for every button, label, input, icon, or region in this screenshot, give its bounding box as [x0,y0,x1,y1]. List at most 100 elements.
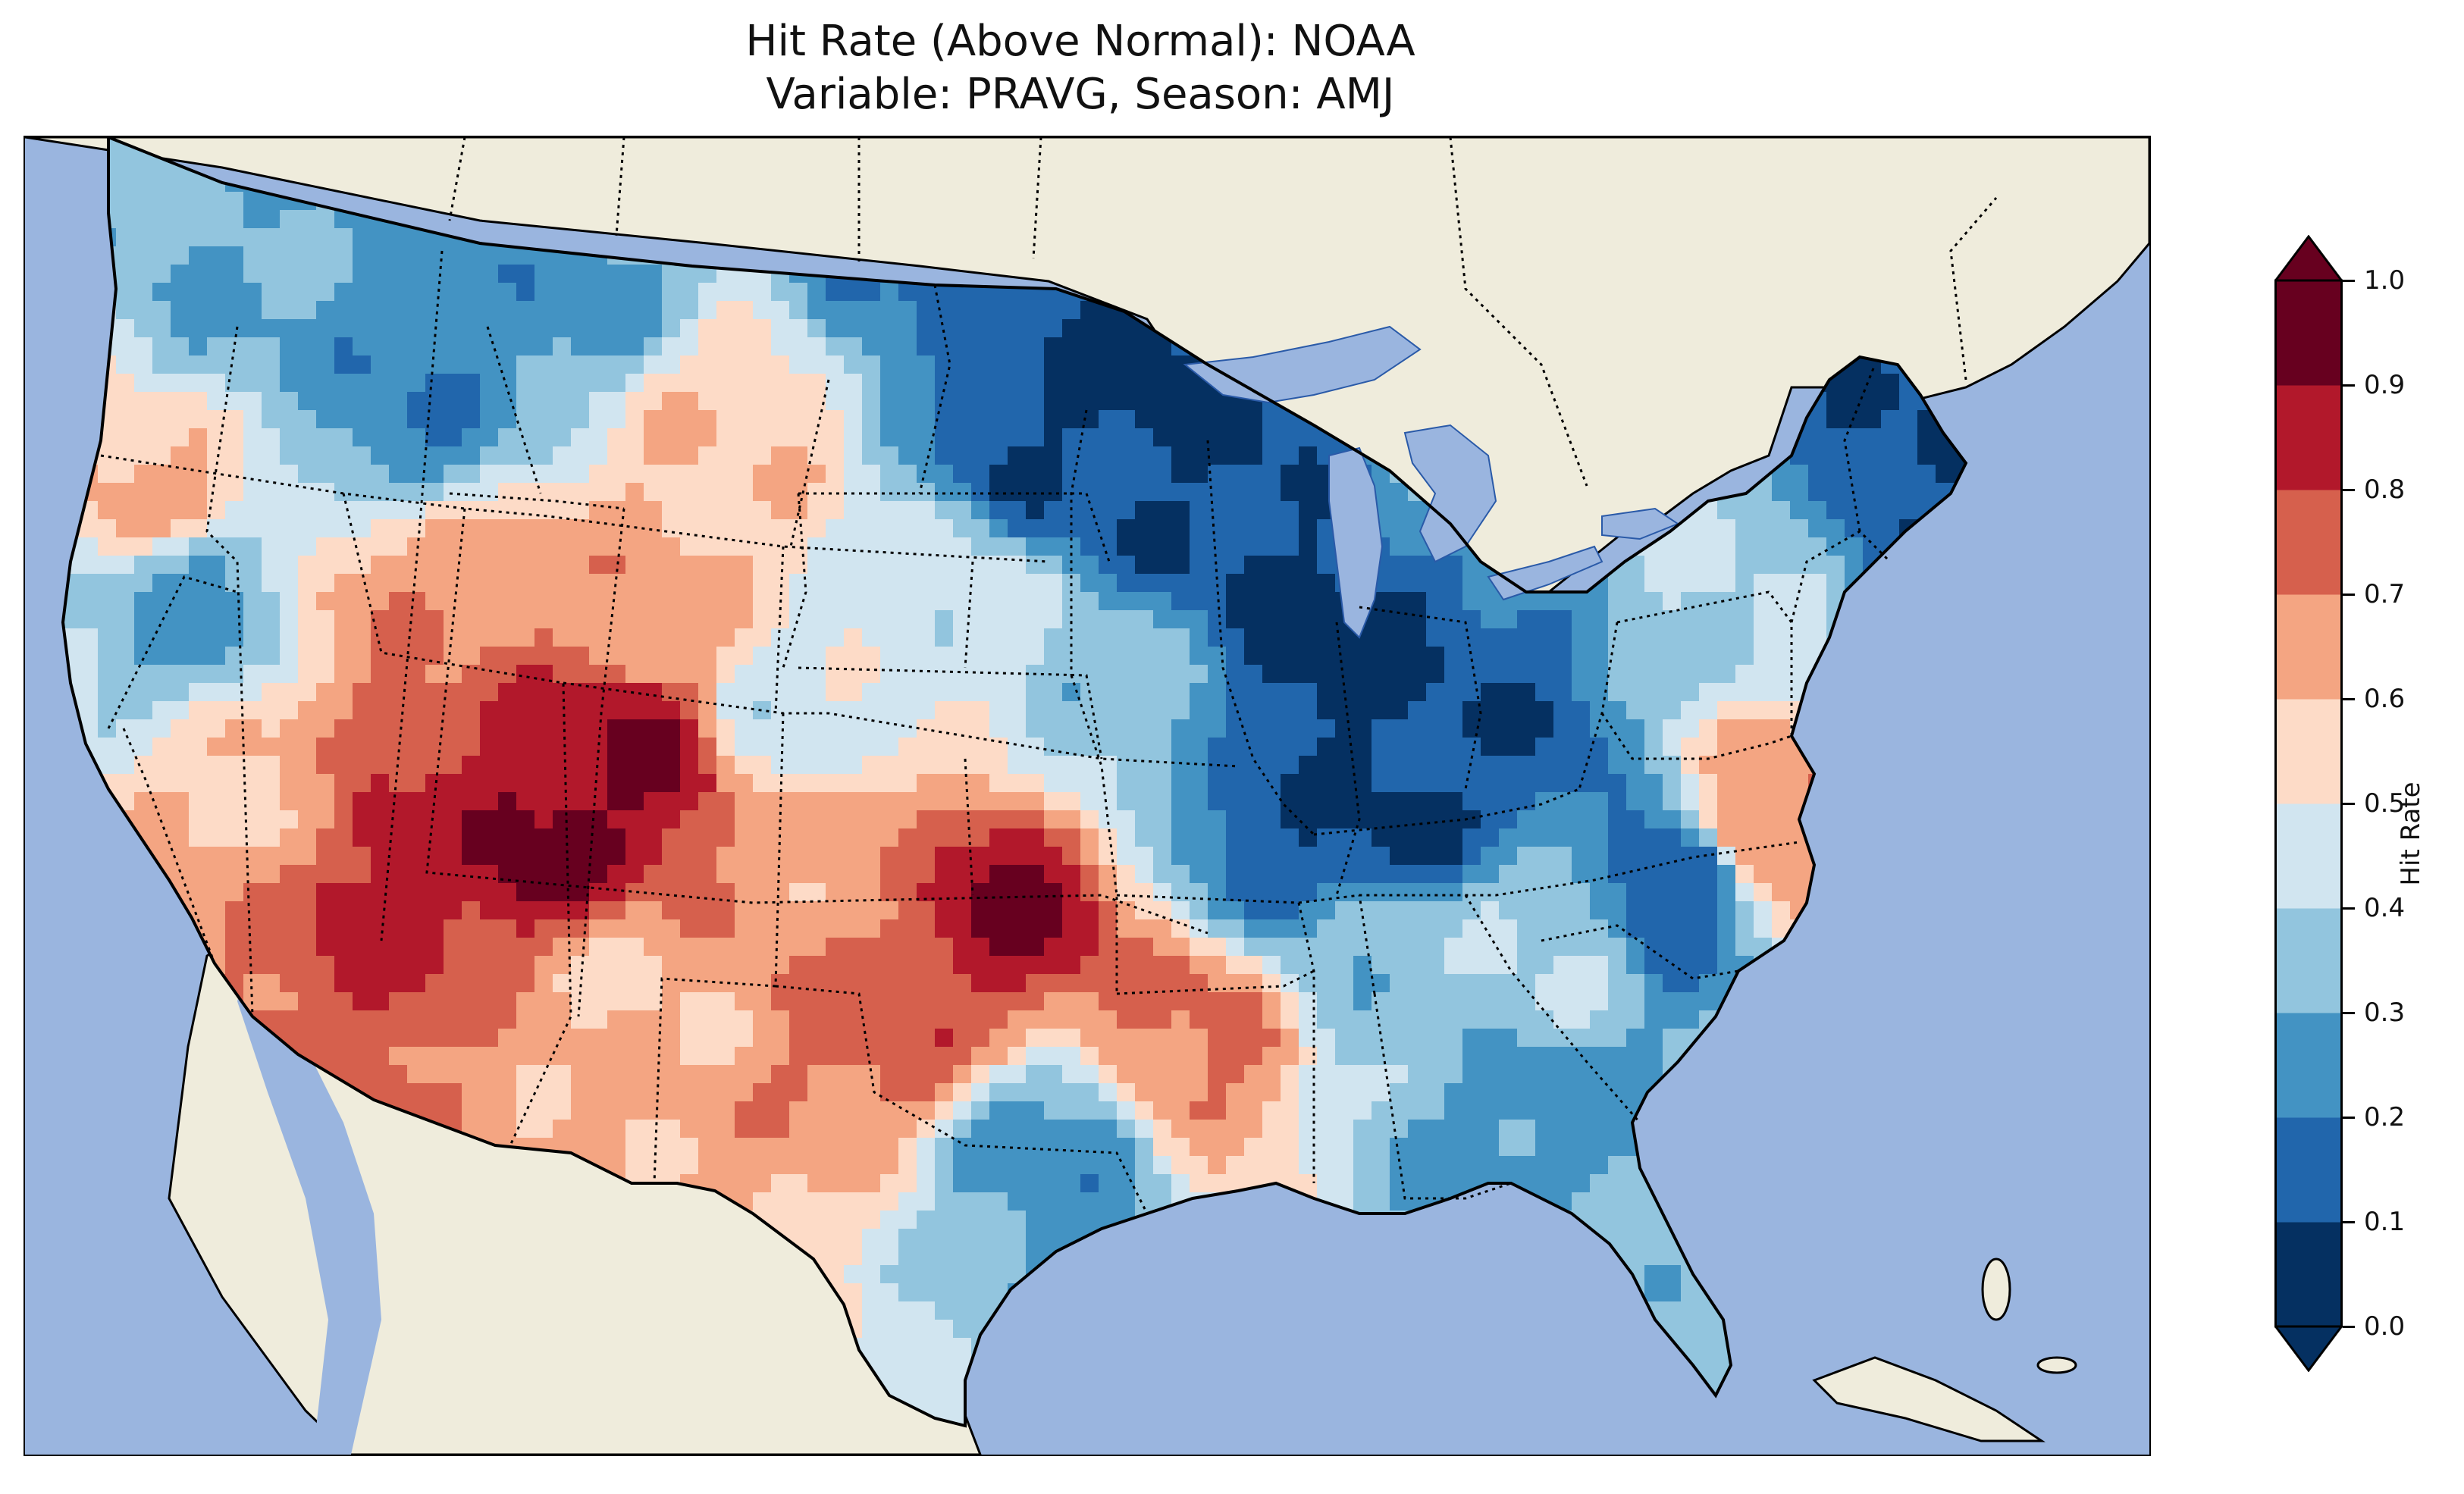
heat-cell [389,665,408,684]
heat-cell [1099,828,1118,847]
heat-cell [1408,683,1427,702]
heat-cell [171,828,190,847]
heat-cell [807,574,826,593]
heat-cell [1062,901,1081,920]
heat-cell [425,701,444,720]
heat-cell [807,647,826,666]
heat-cell [262,428,281,447]
heat-cell [1208,628,1227,647]
heat-cell [1517,719,1536,738]
heat-cell [189,483,208,502]
heat-cell [444,428,462,447]
heat-cell [262,810,281,829]
heat-cell [917,683,936,702]
heat-cell [625,792,644,811]
heat-cell [1790,865,1809,884]
heat-cell [807,756,826,775]
heat-cell [480,355,499,374]
heat-cell [171,738,190,756]
heat-cell [116,174,135,193]
heat-cell [498,865,517,884]
heat-cell [1026,792,1045,811]
heat-cell [716,738,735,756]
heat-cell [862,374,881,393]
heat-cell [280,246,299,265]
heat-cell [480,665,499,684]
heat-cell [1208,519,1227,538]
heat-cell [1008,901,1027,920]
heat-cell [243,428,262,447]
heat-cell [571,574,590,593]
heat-cell [1244,556,1263,575]
heat-cell [1135,792,1154,811]
heat-cell [553,847,572,866]
heat-cell [1790,665,1809,684]
heat-cell [1699,574,1718,593]
heat-cell [662,501,681,520]
heat-cell [589,556,608,575]
heat-cell [371,519,390,538]
heat-cell [1754,701,1773,720]
heat-cell [262,501,281,520]
heat-cell [1244,446,1263,465]
heat-cell [753,355,772,374]
heat-cell [1153,683,1172,702]
heat-cell [280,719,299,738]
heat-cell [1244,719,1263,738]
heat-cell [1735,537,1754,556]
heat-cell [171,446,190,465]
heat-cell [1008,519,1027,538]
heat-cell [334,519,353,538]
heat-cell [1754,665,1773,684]
heat-cell [698,719,717,738]
heat-cell [989,428,1008,447]
heat-cell [1135,465,1154,484]
heat-cell [571,483,590,502]
heat-cell [935,465,954,484]
heat-cell [735,647,754,666]
heat-cell [1299,628,1318,647]
heat-cell [243,883,262,902]
heat-cell [189,355,208,374]
heat-cell [316,374,335,393]
heat-cell [534,355,553,374]
heat-cell [807,901,826,920]
heat-cell [698,574,717,593]
heat-cell [1790,501,1809,520]
heat-cell [225,719,244,738]
heat-cell [316,683,335,702]
heat-cell [480,537,499,556]
heat-cell [371,701,390,720]
heat-cell [1426,738,1445,756]
heat-cell [98,701,117,720]
heat-cell [553,428,572,447]
heat-cell [243,847,262,866]
heat-cell [1772,501,1791,520]
heat-cell [316,337,335,356]
heat-cell [1754,628,1773,647]
heat-cell [989,537,1008,556]
heat-cell [516,719,535,738]
heat-cell [444,665,462,684]
heat-cell [1772,883,1791,902]
heat-cell [371,355,390,374]
bahamas-island [2036,1356,2077,1374]
heat-cell [1117,465,1136,484]
heat-cell [1299,556,1318,575]
heat-cell [680,337,699,356]
heat-cell [189,665,208,684]
heat-cell [735,574,754,593]
heat-cell [1699,847,1718,866]
heat-cell [680,865,699,884]
heat-cell [389,228,408,247]
heat-cell [407,265,426,283]
heat-cell [1099,901,1118,920]
heat-cell [625,810,644,829]
heat-cell [425,537,444,556]
heat-cell [1080,792,1099,811]
heat-cell [1462,792,1481,811]
heat-cell [1281,556,1299,575]
heat-cell [134,756,153,775]
heat-cell [1772,719,1791,738]
heat-cell [807,610,826,629]
